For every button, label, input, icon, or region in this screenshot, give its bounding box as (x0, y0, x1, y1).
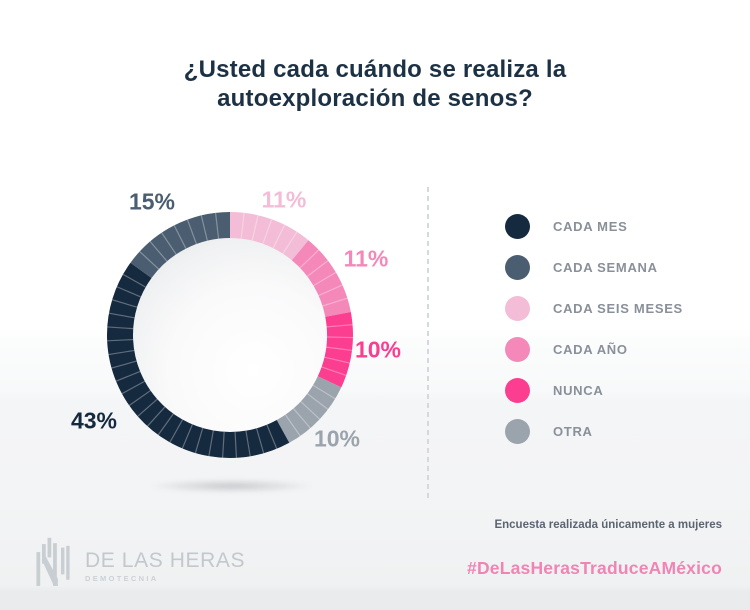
de-las-heras-logo: DE LAS HERAS DEMOTECNIA (36, 536, 245, 586)
donut-tick (221, 431, 225, 458)
donut-drop-shadow (146, 479, 316, 493)
donut-tick (107, 338, 134, 342)
donut-tick (169, 419, 184, 443)
donut-inner-disc (132, 237, 328, 433)
donut-tick (262, 219, 273, 244)
donut-tick (173, 225, 187, 249)
donut-tick (272, 224, 286, 249)
donut-tick (200, 215, 208, 241)
legend-dot (505, 419, 530, 444)
legend-item: CADA MES (505, 214, 683, 239)
donut-tick (128, 390, 151, 406)
legend-dot (505, 296, 530, 321)
legend-item: CADA SEIS MESES (505, 296, 683, 321)
donut-tick (137, 398, 158, 417)
donut-tick (108, 312, 135, 319)
donut-tick (139, 251, 160, 270)
donut-segment (107, 262, 290, 458)
donut-tick (326, 336, 353, 339)
donut-tick (115, 370, 141, 382)
legend-item: CADA AÑO (505, 337, 683, 362)
donut-tick (111, 360, 137, 369)
donut-tick (181, 424, 193, 449)
donut-tick (122, 273, 146, 288)
donut-segment (291, 240, 351, 318)
survey-note: Encuesta realizada únicamente a mujeres (494, 519, 722, 531)
vertical-dashed-divider (427, 187, 429, 501)
donut-percent-label: 11% (343, 245, 389, 272)
legend-label: NUNCA (553, 383, 604, 398)
donut-percent-label: 10% (313, 425, 361, 452)
donut-tick (306, 260, 329, 277)
logo-subtitle: DEMOTECNIA (85, 574, 159, 583)
donut-tick (149, 241, 168, 262)
donut-tick (313, 271, 337, 287)
legend-label: CADA SEMANA (553, 260, 658, 275)
donut-tick (318, 284, 343, 297)
donut-tick (116, 286, 142, 298)
donut-tick (322, 297, 348, 307)
legend-dot (505, 337, 530, 362)
donut-tick (245, 430, 251, 457)
donut-tick (300, 400, 321, 420)
donut-tick (194, 427, 204, 454)
donut-tick (208, 430, 214, 457)
donut-tick (266, 424, 278, 449)
donut-percent-label: 11% (261, 186, 307, 213)
donut-tick (161, 232, 177, 255)
donut-tick (111, 299, 138, 308)
donut-percent-label: 10% (354, 336, 402, 363)
donut-percent-label: 15% (128, 188, 176, 215)
legend-label: CADA SEIS MESES (553, 301, 683, 316)
logo-text: DE LAS HERAS DEMOTECNIA (85, 550, 245, 586)
donut-segment (276, 375, 342, 443)
donut-tick (107, 326, 134, 330)
donut-tick (147, 406, 166, 427)
donut-tick (284, 414, 301, 437)
donut-tick (121, 380, 146, 395)
donut-tick (326, 346, 353, 352)
donut-tick (186, 219, 197, 245)
legend-dot (505, 378, 530, 403)
legend-dot (505, 255, 530, 280)
chart-legend: CADA MES CADA SEMANA CADA SEIS MESES CADA A… (505, 214, 683, 444)
donut-tick (240, 212, 245, 239)
donut-tick (214, 212, 220, 239)
donut-tick (292, 408, 311, 429)
donut-percent-label: 43% (70, 407, 118, 434)
donut-tick (306, 393, 329, 410)
donut-segment (229, 212, 309, 261)
legend-item: CADA SEMANA (505, 255, 683, 280)
de-las-heras-logo-icon (36, 537, 70, 586)
legend-item: OTRA (505, 419, 683, 444)
donut-tick (282, 231, 298, 254)
page-title: ¿Usted cada cuándo se realiza la autoexp… (183, 56, 567, 112)
legend-item: NUNCA (505, 378, 683, 403)
donut-tick (321, 366, 347, 377)
legend-label: CADA AÑO (553, 342, 628, 357)
donut-segment (317, 311, 353, 388)
donut-tick (299, 249, 320, 269)
donut-tick (234, 431, 238, 458)
hashtag-label: #DeLasHerasTraduceAMéxico (467, 558, 722, 578)
donut-tick (255, 428, 265, 454)
donut-tick (312, 384, 336, 400)
legend-dot (505, 214, 530, 239)
donut-tick (326, 324, 353, 328)
donut-tick (324, 356, 350, 364)
donut-tick (157, 413, 174, 436)
legend-label: OTRA (553, 424, 593, 439)
legend-label: CADA MES (553, 219, 628, 234)
donut-chart (107, 212, 353, 458)
logo-name: DE LAS HERAS (85, 549, 246, 572)
donut-tick (251, 215, 259, 241)
donut-segment (130, 212, 231, 279)
donut-tick (108, 349, 135, 356)
